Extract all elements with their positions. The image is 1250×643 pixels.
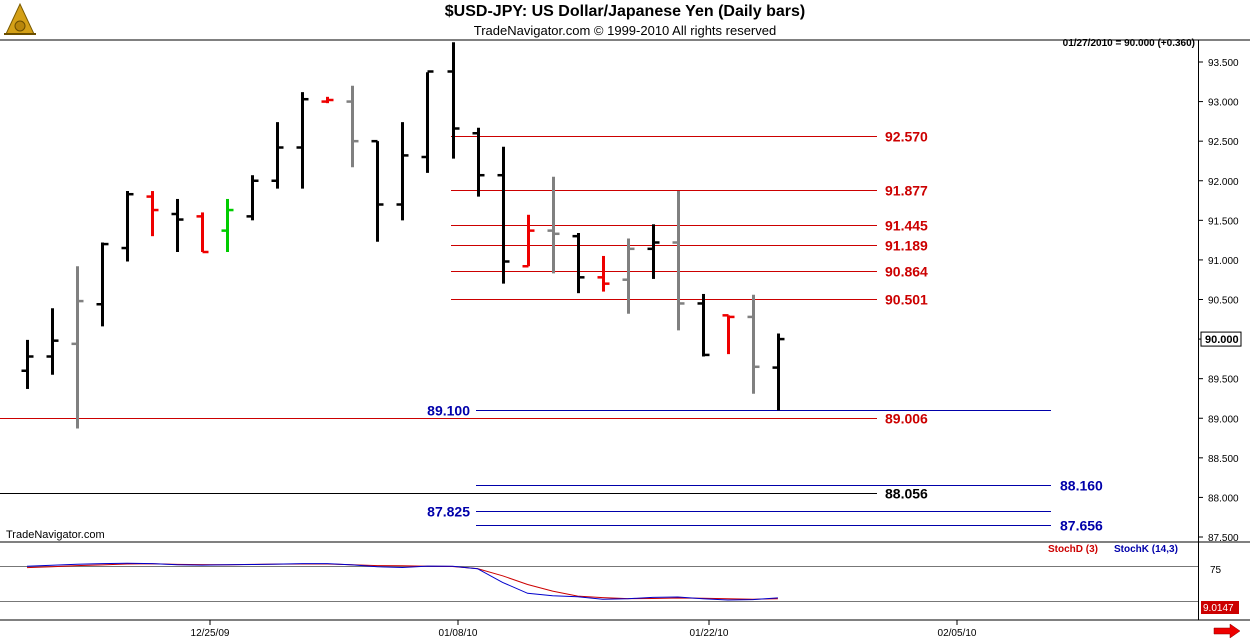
ohlc-bar-11 <box>296 92 309 189</box>
level-label-0: 92.570 <box>885 129 928 145</box>
scroll-right-arrow-icon[interactable] <box>1213 623 1241 639</box>
ohlc-bar-10 <box>271 122 284 189</box>
y-tick-label-6: 90.500 <box>1208 296 1239 307</box>
chart-subtitle: TradeNavigator.com © 1999-2010 All right… <box>473 23 777 38</box>
osc-value-label: 9.0147 <box>1203 603 1234 614</box>
last-price-label: 90.000 <box>1205 334 1239 346</box>
ohlc-bar-15 <box>396 122 409 221</box>
y-tick-label-8: 89.500 <box>1208 375 1239 386</box>
ohlc-bar-20 <box>522 214 535 268</box>
level-label-4: 90.864 <box>885 264 928 280</box>
ohlc-bar-16 <box>421 70 434 173</box>
ohlc-bar-7 <box>196 212 209 254</box>
ohlc-bar-14 <box>371 139 384 242</box>
stoch-k-legend: StochK (14,3) <box>1114 544 1178 555</box>
ohlc-bar-9 <box>246 175 259 221</box>
x-tick-label-3: 02/05/10 <box>938 628 977 639</box>
ohlc-bar-13 <box>346 85 359 168</box>
ohlc-bar-4 <box>121 191 134 262</box>
y-tick-label-4: 91.500 <box>1208 216 1239 227</box>
osc-tick-label-0: 75 <box>1210 565 1222 576</box>
sextant-logo <box>4 2 36 35</box>
y-tick-label-10: 88.500 <box>1208 454 1239 465</box>
stoch-k-line <box>26 562 778 601</box>
y-tick-label-12: 87.500 <box>1208 533 1239 544</box>
ohlc-bar-23 <box>597 255 610 292</box>
x-tick-label-1: 01/08/10 <box>439 628 478 639</box>
level-label-10: 87.825 <box>427 504 470 520</box>
ohlc-bar-28 <box>722 314 735 355</box>
ohlc-bar-19 <box>497 146 510 284</box>
y-tick-label-5: 91.000 <box>1208 256 1239 267</box>
ohlc-bar-18 <box>472 127 485 197</box>
level-label-8: 88.160 <box>1060 478 1103 494</box>
stoch-d-line <box>26 563 778 600</box>
last-price-box <box>1200 331 1242 347</box>
y-tick-label-1: 93.000 <box>1208 98 1239 109</box>
ohlc-bar-22 <box>572 233 585 294</box>
ohlc-bar-2 <box>71 266 84 429</box>
ohlc-bar-0 <box>21 339 34 389</box>
brand-label: TradeNavigator.com <box>6 529 105 541</box>
ohlc-bar-3 <box>96 242 109 327</box>
y-tick-label-11: 88.000 <box>1208 493 1239 504</box>
y-tick-label-3: 92.000 <box>1208 177 1239 188</box>
ohlc-bar-6 <box>171 198 184 252</box>
level-label-5: 90.501 <box>885 292 928 308</box>
ohlc-bar-27 <box>697 293 710 357</box>
stoch-d-legend: StochD (3) <box>1048 544 1098 555</box>
ohlc-bar-21 <box>547 176 560 274</box>
chart-title: $USD-JPY: US Dollar/Japanese Yen (Daily … <box>444 3 806 20</box>
ohlc-bar-29 <box>747 294 760 394</box>
ohlc-bar-1 <box>46 308 59 375</box>
y-tick-label-0: 93.500 <box>1208 58 1239 69</box>
level-label-3: 91.189 <box>885 238 928 254</box>
level-label-9: 88.056 <box>885 486 928 502</box>
ohlc-bar-17 <box>447 42 460 159</box>
x-tick-label-2: 01/22/10 <box>690 628 729 639</box>
x-tick-label-0: 12/25/09 <box>191 628 230 639</box>
ohlc-bar-5 <box>146 191 159 237</box>
ohlc-bar-24 <box>622 238 635 314</box>
level-label-2: 91.445 <box>885 218 928 234</box>
level-label-6: 89.100 <box>427 403 470 419</box>
y-tick-label-2: 92.500 <box>1208 137 1239 148</box>
ohlc-bar-8 <box>221 198 234 252</box>
ohlc-bar-30 <box>772 333 785 411</box>
osc-value-box <box>1201 601 1239 614</box>
level-label-11: 87.656 <box>1060 518 1103 534</box>
last-quote: 01/27/2010 = 90.000 (+0.360) <box>1062 38 1195 49</box>
y-tick-label-9: 89.000 <box>1208 414 1239 425</box>
ohlc-bar-25 <box>647 224 660 279</box>
ohlc-bar-26 <box>672 191 685 331</box>
ohlc-bar-12 <box>321 96 334 104</box>
level-label-7: 89.006 <box>885 411 928 427</box>
level-label-1: 91.877 <box>885 183 928 199</box>
